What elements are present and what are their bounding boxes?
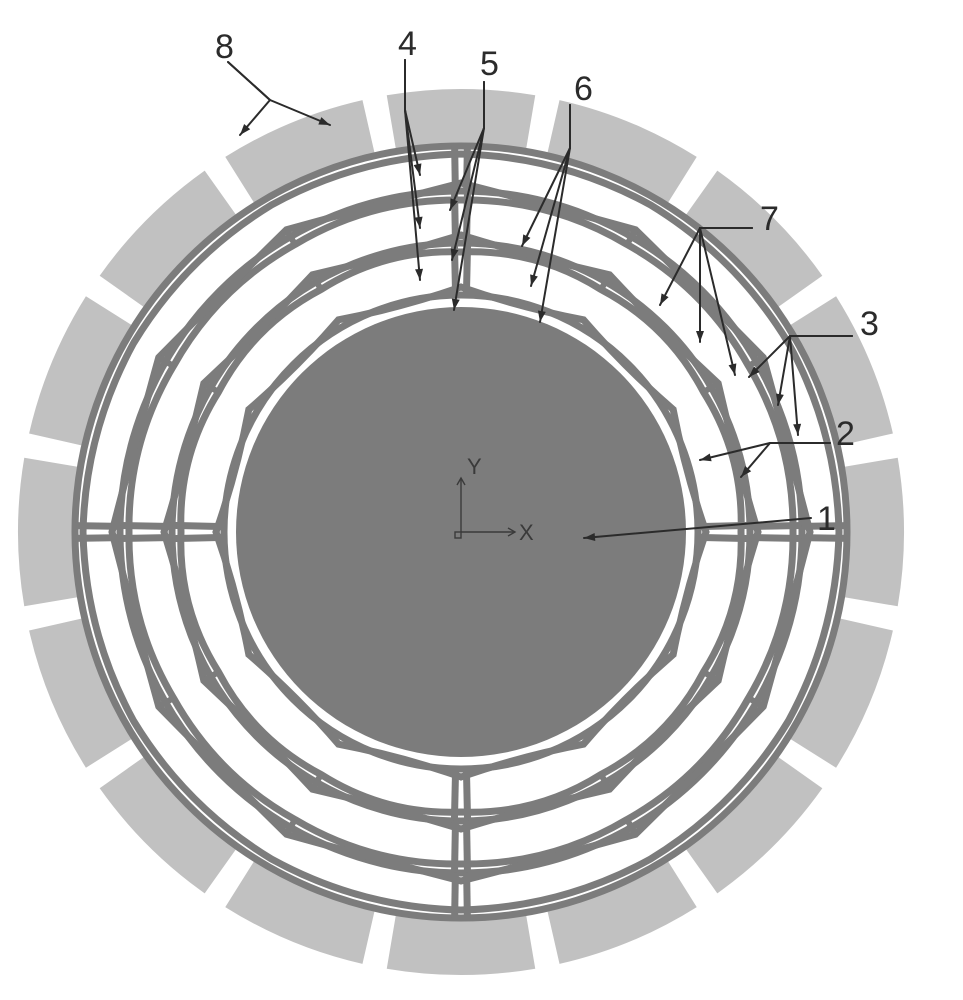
callout-label: 1 [817, 500, 836, 539]
label-layer: X Y 1 2 3 7 6 5 4 8 [0, 0, 963, 1000]
callout-label: 5 [480, 45, 499, 84]
callout-label: 8 [215, 28, 234, 67]
callout-label: 3 [860, 305, 879, 344]
callout-label: 7 [760, 200, 779, 239]
axis-label: X [519, 520, 534, 546]
callout-label: 4 [398, 25, 417, 64]
callout-label: 6 [574, 70, 593, 109]
callout-label: 2 [836, 415, 855, 454]
axis-label: Y [467, 454, 482, 480]
